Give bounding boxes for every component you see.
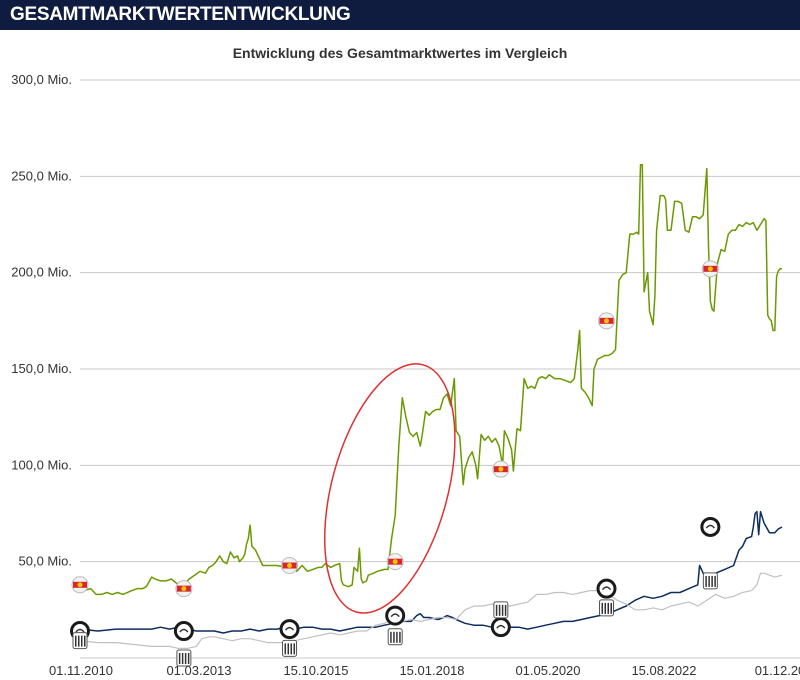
stripe-badge-marker[interactable] [282, 639, 298, 657]
x-tick-label: 15.08.2022 [631, 663, 696, 678]
circle-badge-marker[interactable] [173, 621, 194, 642]
x-tick-label: 01.12.20 [755, 663, 800, 678]
x-tick-label: 01.05.2020 [515, 663, 580, 678]
y-tick-label: 50,0 Mio. [19, 554, 72, 569]
redbull-marker[interactable] [71, 576, 89, 594]
section-title: GESAMTMARKTWERTENTWICKLUNG [10, 4, 351, 25]
redbull-marker[interactable] [598, 312, 615, 330]
club-markers [70, 260, 721, 667]
y-tick-label: 100,0 Mio. [11, 457, 72, 472]
x-tick-label: 15.10.2015 [283, 663, 348, 678]
circle-badge-marker[interactable] [385, 605, 406, 626]
redbull-marker[interactable] [386, 553, 404, 571]
redbull-marker[interactable] [492, 460, 510, 478]
redbull-marker[interactable] [175, 580, 193, 598]
series-line-2 [79, 572, 783, 649]
y-tick-label: 300,0 Mio. [11, 72, 72, 87]
x-tick-label: 01.03.2013 [166, 663, 231, 678]
y-tick-label: 200,0 Mio. [11, 265, 72, 280]
y-tick-label: 150,0 Mio. [11, 361, 72, 376]
y-tick-label: 250,0 Mio. [11, 168, 72, 183]
stripe-badge-marker[interactable] [72, 632, 88, 650]
redbull-marker[interactable] [281, 557, 299, 575]
circle-badge-marker[interactable] [700, 516, 721, 537]
highlight-ellipse [323, 363, 456, 614]
stripe-badge-marker[interactable] [387, 628, 403, 646]
x-tick-label: 15.01.2018 [399, 663, 464, 678]
x-tick-label: 01.11.2010 [49, 663, 113, 678]
y-axis-labels: 50,0 Mio. 100,0 Mio. 150,0 Mio. 200,0 Mio. 2… [11, 72, 72, 569]
stripe-badge-marker[interactable] [599, 599, 614, 617]
section-header: GESAMTMARKTWERTENTWICKLUNG [0, 0, 800, 30]
series-lines [79, 164, 783, 649]
circle-badge-marker[interactable] [490, 617, 511, 638]
x-axis-labels: 01.11.2010 01.03.2013 15.10.2015 15.01.2018… [49, 663, 800, 678]
stripe-badge-marker[interactable] [493, 601, 509, 619]
stripe-badge-marker[interactable] [176, 649, 192, 667]
circle-badge-marker[interactable] [596, 578, 617, 599]
circle-badge-marker[interactable] [279, 619, 300, 640]
series-line-1 [79, 510, 783, 634]
grid-lines [80, 79, 800, 659]
series-line-0 [79, 164, 782, 596]
chart-title: Entwicklung des Gesamtmarktwertes im Ver… [232, 45, 568, 61]
redbull-marker[interactable] [701, 260, 719, 278]
stripe-badge-marker[interactable] [702, 572, 718, 590]
annotations [323, 363, 456, 614]
